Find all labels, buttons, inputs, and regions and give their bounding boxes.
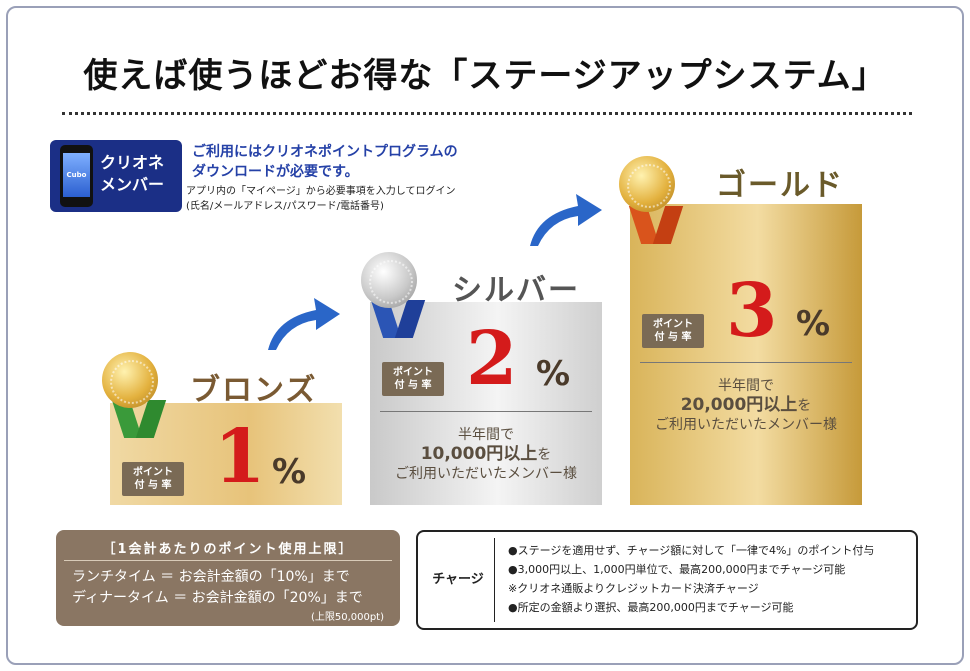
notice-sub: アプリ内の「マイページ」から必要事項を入力してログイン (氏名/メールアドレス/… bbox=[186, 184, 506, 214]
req-line3: ご利用いただいたメンバー様 bbox=[655, 417, 837, 433]
app-name-line2: メンバー bbox=[100, 175, 165, 194]
gold-tier-name: ゴールド bbox=[716, 168, 844, 203]
rate-tag-line2: 付 与 率 bbox=[394, 380, 432, 391]
charge-label: チャージ bbox=[432, 572, 484, 587]
charge-line: ●ステージを適用せず、チャージ額に対して「一律で4%」のポイント付与 bbox=[508, 544, 875, 557]
silver-tier-name: シルバー bbox=[452, 273, 580, 308]
charge-box: チャージ ●ステージを適用せず、チャージ額に対して「一律で4%」のポイント付与 … bbox=[416, 530, 918, 630]
gold-rate-value: 3 bbox=[726, 268, 778, 354]
notice-main-line1: ご利用にはクリオネポイントプログラムの bbox=[192, 144, 458, 160]
req-line2: を bbox=[797, 398, 812, 414]
bronze-rate-tag: ポイント 付 与 率 bbox=[122, 462, 184, 496]
notice-main: ご利用にはクリオネポイントプログラムの ダウンロードが必要です。 bbox=[192, 142, 512, 182]
gold-requirement: 半年間で 20,000円以上を ご利用いただいたメンバー様 bbox=[630, 377, 862, 435]
rate-tag-line2: 付 与 率 bbox=[654, 332, 692, 343]
gold-panel bbox=[630, 204, 862, 505]
notice-sub-line1: アプリ内の「マイページ」から必要事項を入力してログイン bbox=[186, 186, 456, 197]
silver-medal-icon bbox=[361, 252, 417, 308]
gold-rate-unit: % bbox=[796, 304, 831, 344]
phone-icon: Cubo bbox=[60, 145, 93, 207]
silver-rate-value: 2 bbox=[466, 316, 518, 402]
req-amount: 10,000円以上 bbox=[420, 444, 538, 464]
page-title: 使えば使うほどお得な「ステージアップシステム」 bbox=[83, 56, 887, 96]
bronze-rate-value: 1 bbox=[214, 414, 266, 500]
rate-tag-line2: 付 与 率 bbox=[134, 480, 172, 491]
arrow-icon-bronze-to-silver bbox=[268, 298, 340, 350]
req-line2: を bbox=[537, 447, 552, 463]
limit-divider bbox=[64, 560, 392, 561]
gold-rate-tag: ポイント 付 与 率 bbox=[642, 314, 704, 348]
rate-tag-line1: ポイント bbox=[393, 367, 433, 378]
rate-tag-line1: ポイント bbox=[133, 467, 173, 478]
notice-sub-line2: (氏名/メールアドレス/パスワード/電話番号) bbox=[186, 201, 384, 212]
app-name-line1: クリオネ bbox=[100, 153, 165, 172]
req-line1: 半年間で bbox=[458, 427, 514, 443]
bronze-medal-icon bbox=[102, 352, 158, 408]
silver-divider bbox=[380, 411, 592, 412]
limit-lunch: ランチタイム ＝ お会計金額の「10%」まで bbox=[72, 569, 350, 585]
silver-rate-tag: ポイント 付 与 率 bbox=[382, 362, 444, 396]
charge-line: ●所定の金額より選択、最高200,000円までチャージ可能 bbox=[508, 601, 794, 614]
app-icon-label: Cubo bbox=[66, 171, 87, 179]
limit-note: (上限50,000pt) bbox=[310, 612, 384, 623]
charge-list: ●ステージを適用せず、チャージ額に対して「一律で4%」のポイント付与 ●3,00… bbox=[508, 541, 874, 617]
limit-heading: ［1会計あたりのポイント使用上限］ bbox=[102, 542, 354, 557]
req-amount: 20,000円以上 bbox=[680, 395, 798, 415]
charge-divider bbox=[494, 538, 495, 622]
rate-tag-line1: ポイント bbox=[653, 319, 693, 330]
silver-rate-unit: % bbox=[536, 354, 571, 394]
req-line1: 半年間で bbox=[718, 378, 774, 394]
app-badge: Cubo クリオネ メンバー bbox=[50, 140, 182, 212]
charge-line: ※クリオネ通販よりクレジットカード決済チャージ bbox=[508, 582, 759, 595]
notice-main-line2: ダウンロードが必要です。 bbox=[192, 164, 359, 180]
bronze-rate-unit: % bbox=[272, 452, 307, 492]
limit-dinner: ディナータイム ＝ お会計金額の「20%」まで bbox=[72, 590, 363, 606]
silver-requirement: 半年間で 10,000円以上を ご利用いただいたメンバー様 bbox=[370, 426, 602, 484]
bronze-tier-name: ブロンズ bbox=[190, 373, 318, 408]
arrow-icon-silver-to-gold bbox=[530, 194, 602, 246]
charge-line: ●3,000円以上、1,000円単位で、最高200,000円までチャージ可能 bbox=[508, 563, 846, 576]
req-line3: ご利用いただいたメンバー様 bbox=[395, 466, 577, 482]
point-limit-box: ［1会計あたりのポイント使用上限］ ランチタイム ＝ お会計金額の「10%」まで… bbox=[56, 530, 400, 626]
app-name: クリオネ メンバー bbox=[100, 152, 164, 196]
gold-medal-icon bbox=[619, 156, 675, 212]
dotted-divider bbox=[62, 112, 912, 115]
gold-divider bbox=[640, 362, 852, 363]
